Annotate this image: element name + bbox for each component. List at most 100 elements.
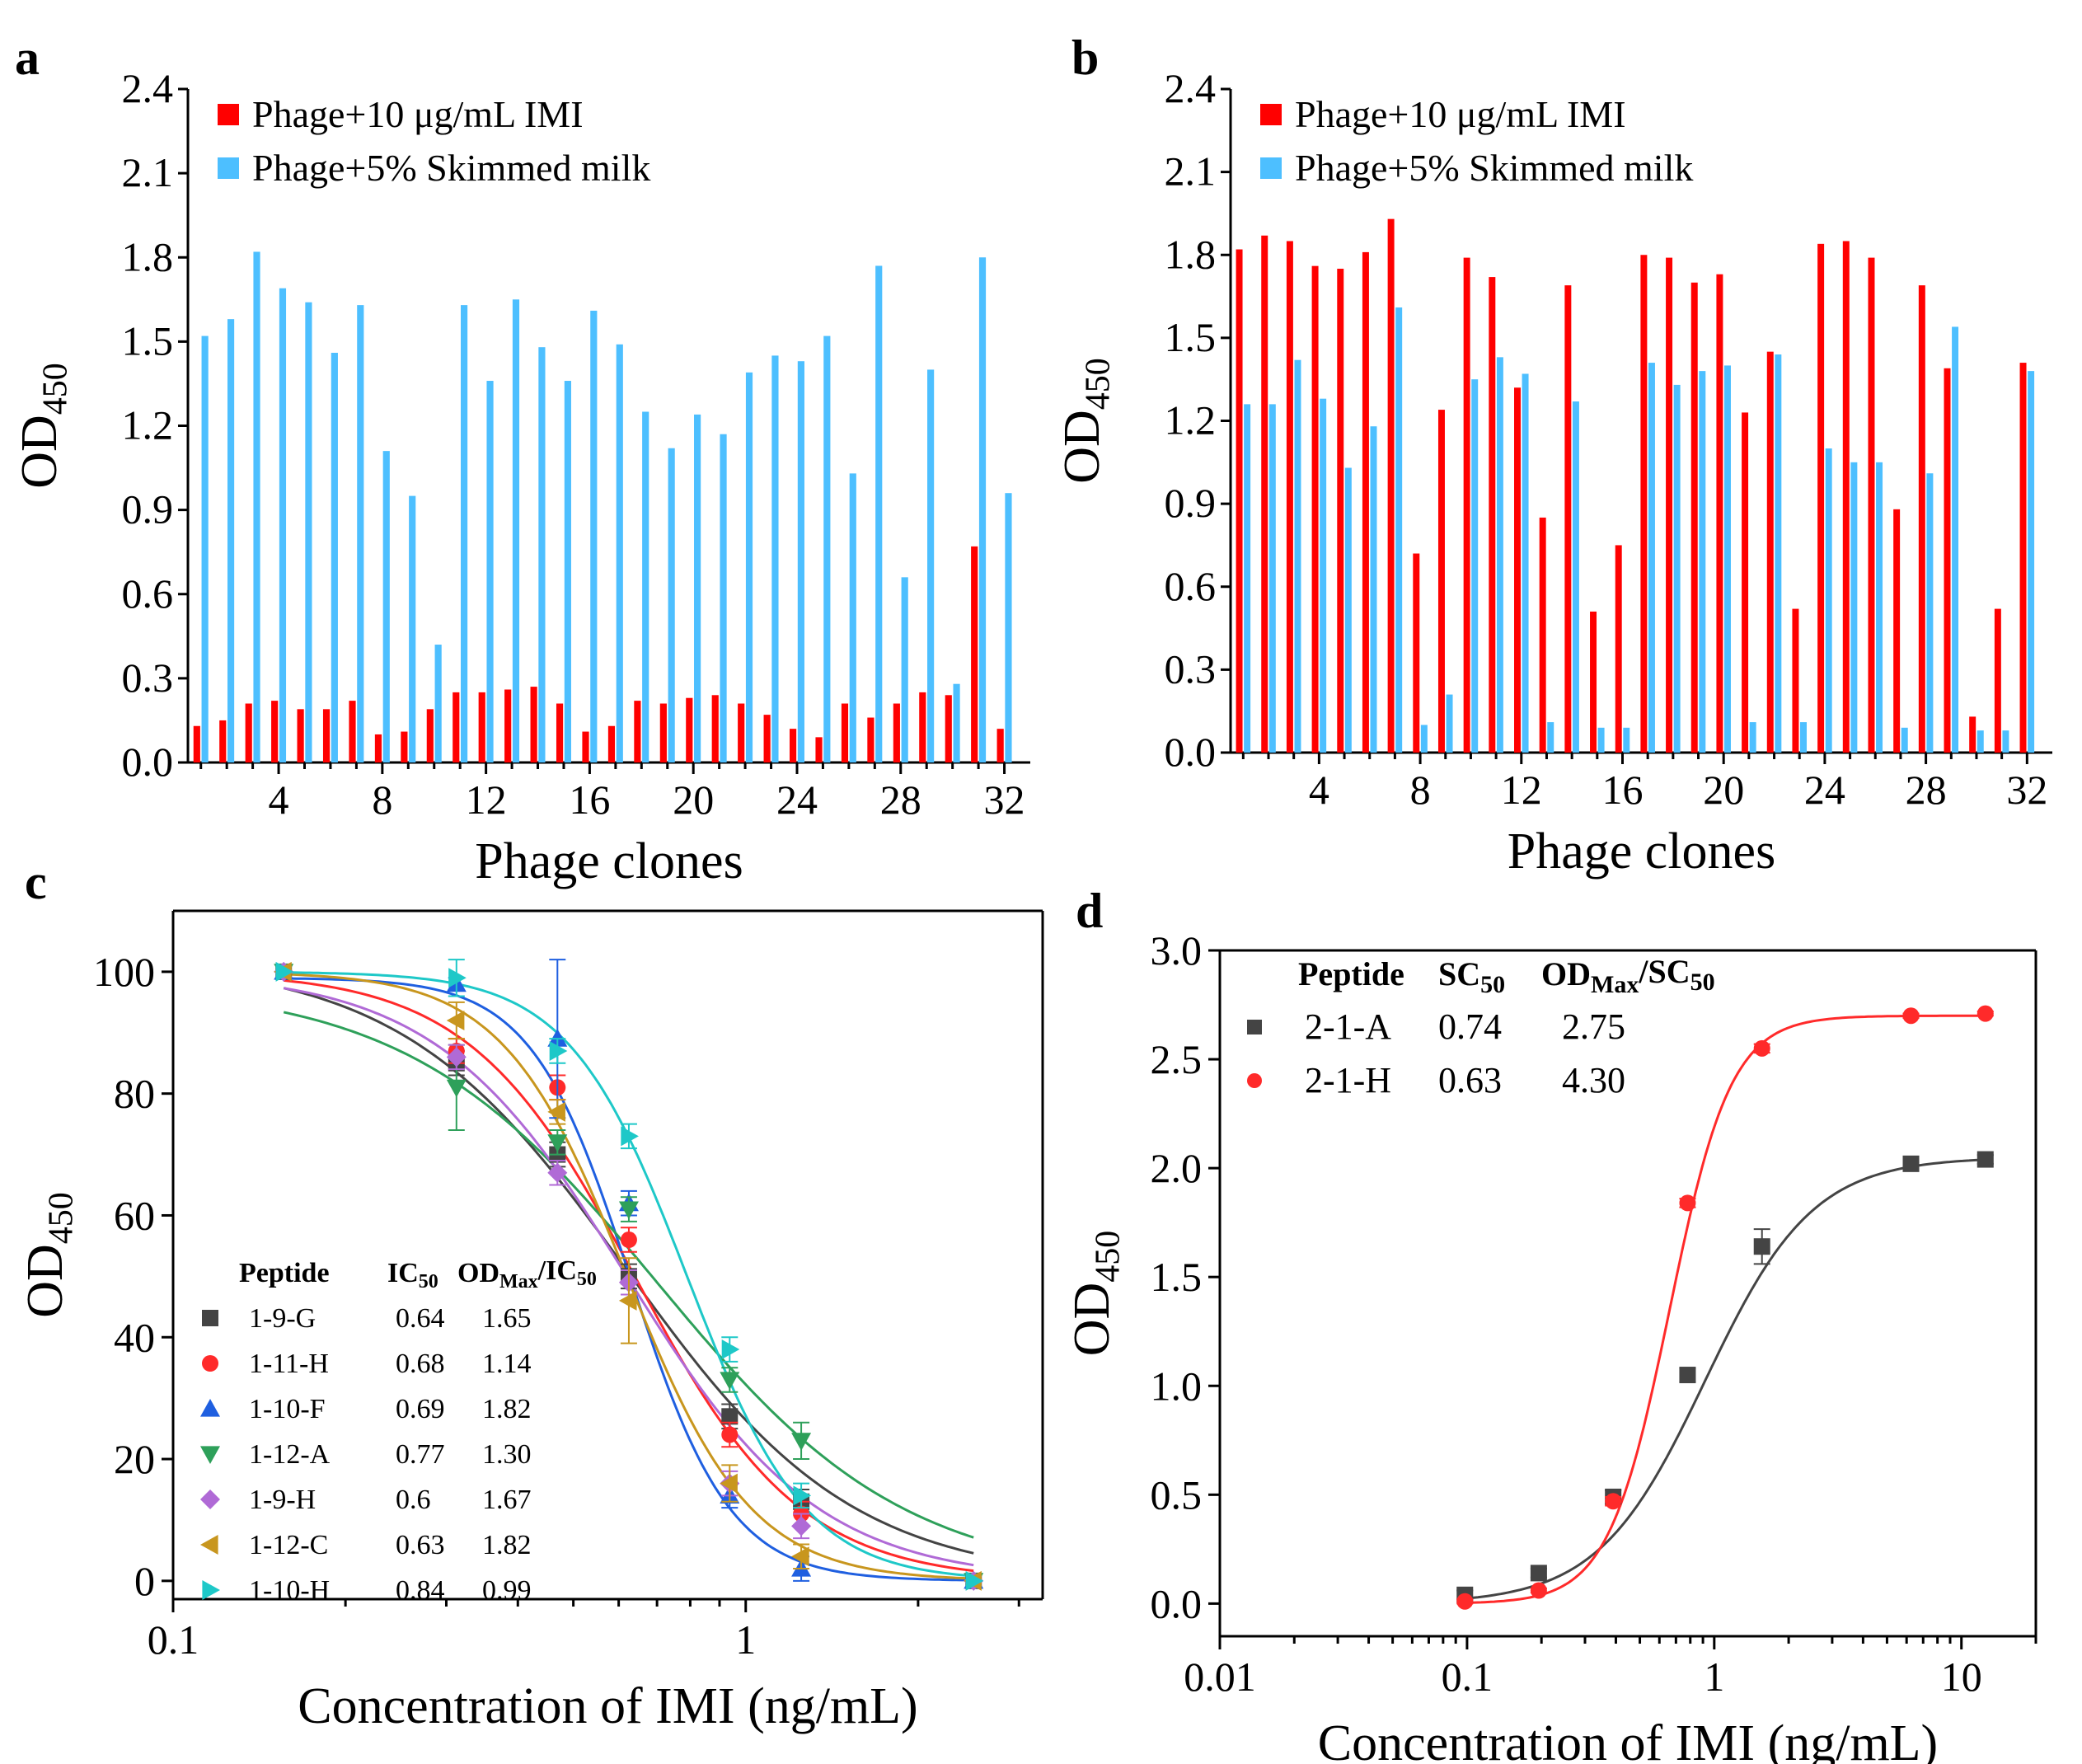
b-y-axis-label-part: 450: [1080, 358, 1118, 410]
d-y-tick-label: 2.0: [1151, 1145, 1203, 1191]
a-bar-milk: [434, 645, 442, 762]
a-bar-milk: [849, 473, 856, 762]
a-bar-milk: [279, 288, 287, 763]
d-y-axis-label: OD450: [1064, 1231, 1128, 1357]
d-legend-marker: [1247, 1020, 1262, 1034]
c-table-header-ratio-part: OD: [457, 1258, 499, 1288]
c-table-ratio: 1.82: [482, 1394, 532, 1424]
b-bar-imi: [1716, 274, 1723, 753]
b-bar-milk: [1623, 727, 1630, 753]
panel-letter-a: a: [15, 30, 40, 85]
c-x-axis-label: Concentration of IMI (ng/mL): [298, 1678, 917, 1734]
a-bar-milk: [590, 310, 598, 762]
c-table-ic50: 0.77: [396, 1439, 445, 1470]
d-table-sc50: 0.74: [1438, 1006, 1502, 1047]
a-bar-imi: [996, 729, 1004, 762]
c-data-point: [793, 1485, 812, 1506]
a-bar-milk: [668, 448, 675, 762]
a-y-tick-label: 1.8: [122, 233, 174, 279]
b-bar-milk: [2028, 371, 2035, 753]
c-data-point: [446, 1079, 467, 1098]
panel-c-inhibition-curves: 0 20 40 60 80 100 0.1 1 Concentration of IMI (ng…: [17, 909, 1044, 1734]
c-y-tick-label: 0: [134, 1558, 155, 1604]
a-bar-imi: [686, 697, 693, 762]
a-bar-imi: [401, 731, 408, 762]
d-y-tick-label: 1.5: [1151, 1254, 1203, 1300]
d-table-header-ratio: ODMax/SC50: [1541, 953, 1715, 998]
d-table-peptide: 2-1-A: [1305, 1006, 1391, 1047]
a-bar-imi: [556, 703, 564, 762]
c-legend-marker: [200, 1399, 220, 1417]
d-y-tick-label: 1.0: [1151, 1363, 1203, 1409]
d-data-point: [1679, 1194, 1696, 1212]
a-y-tick-label: 1.2: [122, 402, 174, 448]
a-bar-imi: [971, 546, 978, 762]
b-bar-milk: [1522, 373, 1529, 753]
a-bar-imi: [374, 734, 382, 762]
b-bar-imi: [1766, 351, 1774, 753]
c-legend-marker: [202, 1355, 218, 1372]
c-table-peptide: 1-11-H: [249, 1349, 329, 1379]
d-data-point: [1902, 1155, 1920, 1172]
a-bar-milk: [694, 414, 701, 762]
a-bar-milk: [538, 347, 546, 762]
d-x-axis-label: Concentration of IMI (ng/mL): [1318, 1715, 1938, 1764]
b-bar-imi: [1387, 218, 1395, 753]
c-y-tick-label: 20: [114, 1436, 155, 1482]
b-legend-label: Phage+10 μg/mL IMI: [1295, 93, 1626, 135]
c-data-point: [547, 1134, 568, 1152]
a-bar-milk: [331, 352, 338, 762]
d-x-tick-label: 10: [1941, 1654, 1982, 1700]
c-table-peptide: 1-10-H: [249, 1575, 330, 1606]
a-bar-milk: [771, 355, 779, 762]
panel-d-binding-curves: 0.0 0.5 1.0 1.5 2.0 2.5 3.0 0.01 0.1 1 10Concentra…: [1064, 927, 2037, 1764]
a-bar-imi: [738, 703, 745, 762]
a-x-axis-label: Phage clones: [475, 833, 743, 889]
c-data-point: [721, 1408, 739, 1425]
b-bar-milk: [1244, 404, 1251, 753]
c-table-ratio: 1.14: [482, 1349, 532, 1379]
b-bar-milk: [1876, 462, 1883, 753]
panel-letter-c: c: [25, 855, 47, 909]
panel-a-bar-chart: 0.0 0.3 0.6 0.9 1.2 1.5 1.8 2.1 2.4 4 8 12 16 20 24 28 3…: [12, 65, 1030, 889]
d-fit-curve: [1465, 1158, 1986, 1600]
a-bar-imi: [349, 701, 356, 762]
d-data-point: [1753, 1238, 1770, 1255]
d-table-header-ratio-part: 50: [1690, 969, 1715, 996]
a-y-tick-label: 0.9: [122, 486, 174, 532]
a-bar-imi: [582, 731, 589, 762]
d-data-point: [1976, 1151, 1994, 1168]
c-data-point: [618, 1290, 637, 1311]
a-y-axis-label-part: 450: [37, 363, 75, 415]
c-table-header-peptide: Peptide: [239, 1258, 330, 1288]
a-y-tick-label: 0.3: [122, 654, 174, 701]
c-data-point: [448, 968, 467, 988]
a-bar-milk: [382, 451, 390, 762]
c-data-point: [549, 1040, 568, 1061]
a-y-tick-label: 1.5: [122, 317, 174, 364]
c-legend-marker: [200, 1535, 218, 1555]
b-bar-milk: [1901, 727, 1908, 753]
b-x-tick-label: 12: [1501, 767, 1542, 813]
d-x-tick-label: 0.01: [1184, 1654, 1256, 1700]
b-bar-milk: [1268, 404, 1276, 753]
a-legend-label: Phage+10 μg/mL IMI: [252, 93, 584, 135]
b-bar-milk: [1344, 467, 1352, 753]
c-table-ic50: 0.69: [396, 1394, 445, 1424]
b-bar-milk: [1775, 354, 1782, 753]
a-bar-imi: [504, 689, 512, 762]
b-bar-imi: [1286, 241, 1293, 753]
d-legend-marker: [1247, 1073, 1262, 1088]
b-bar-milk: [1723, 365, 1731, 753]
d-table-sc50: 0.63: [1438, 1060, 1502, 1100]
b-bar-milk: [1370, 426, 1377, 753]
panel-b-bar-chart: 0.0 0.3 0.6 0.9 1.2 1.5 1.8 2.1 2.4 4 8 12 16 20 24 28 3…: [1054, 65, 2052, 880]
c-table-ic50: 0.63: [396, 1530, 445, 1560]
b-bar-imi: [1666, 257, 1673, 753]
b-y-tick-label: 0.0: [1165, 729, 1217, 775]
a-bar-milk: [253, 251, 260, 763]
c-table-peptide: 1-10-F: [249, 1394, 326, 1424]
a-bar-milk: [512, 299, 520, 762]
a-bar-imi: [789, 729, 797, 762]
d-data-point: [1530, 1565, 1547, 1582]
